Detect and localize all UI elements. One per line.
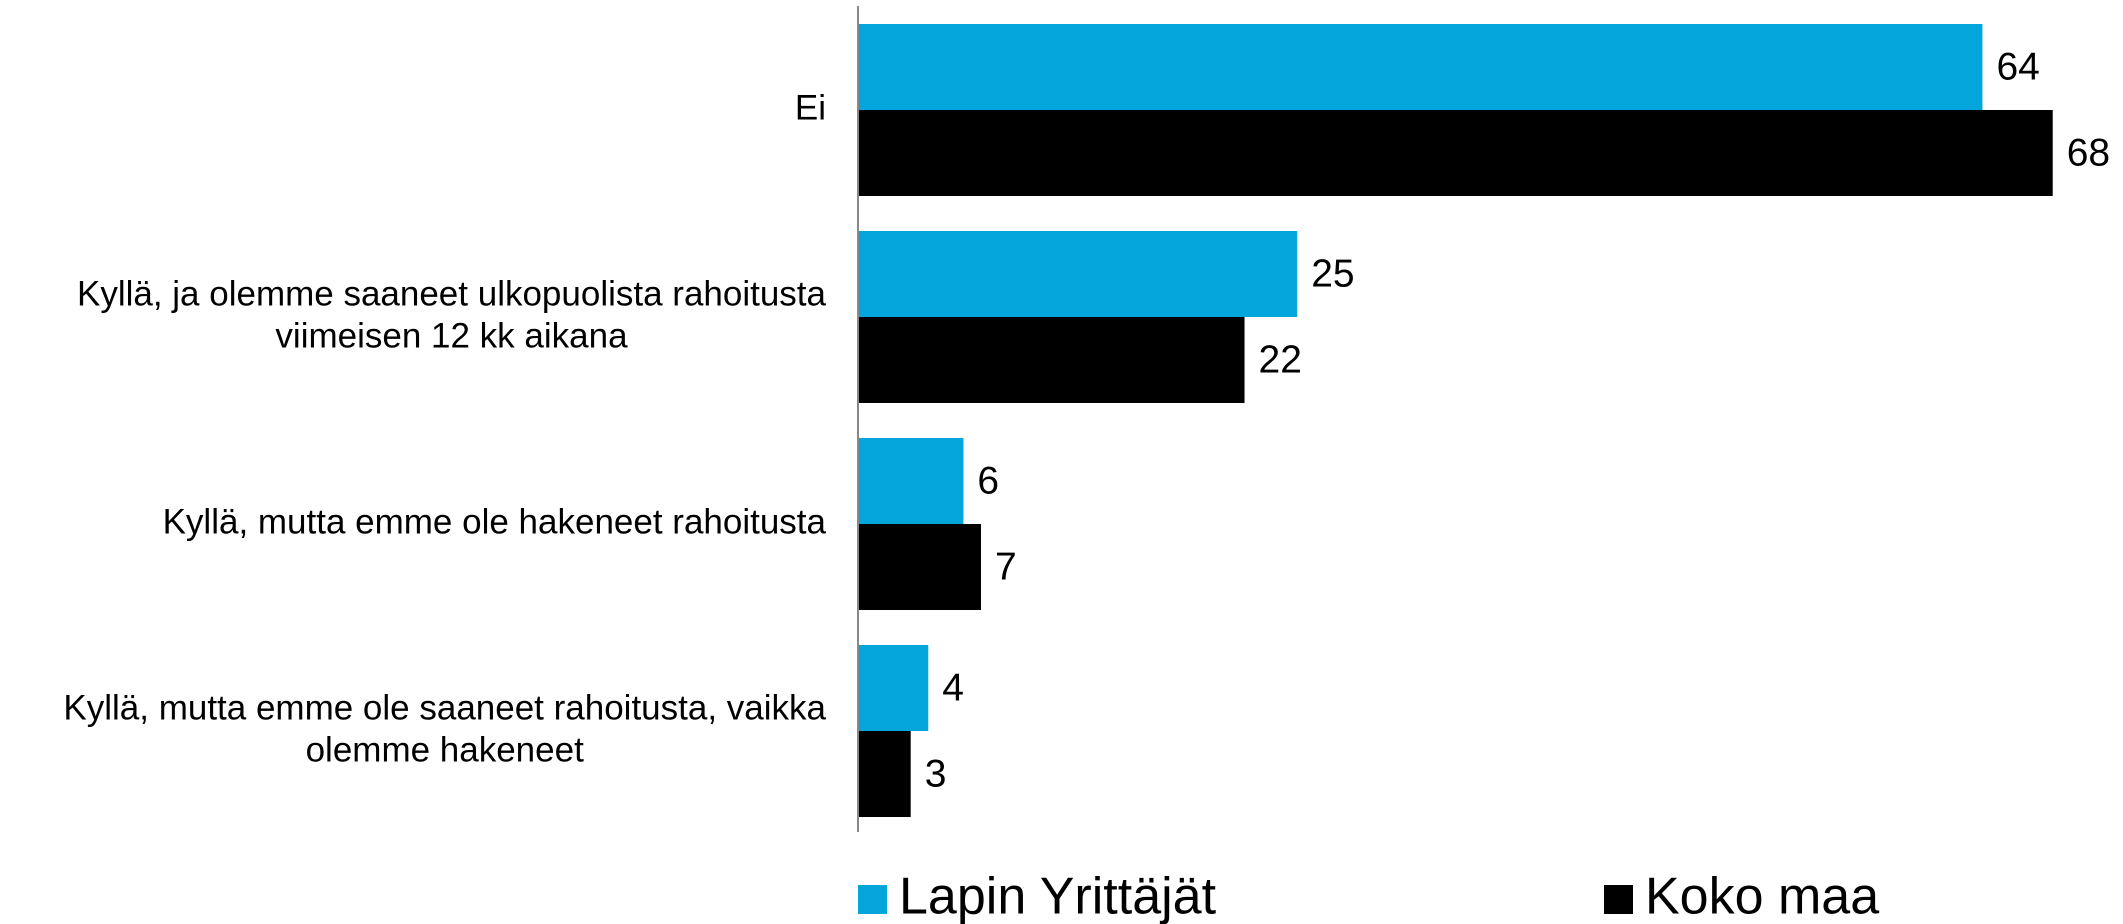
bar <box>858 24 1983 110</box>
category-label: Ei <box>795 88 826 127</box>
legend-label: Lapin Yrittäjät <box>899 868 1217 924</box>
value-label: 22 <box>1259 338 1302 381</box>
value-label: 4 <box>942 666 964 709</box>
bar <box>858 231 1298 317</box>
value-label: 6 <box>977 459 999 502</box>
bar <box>858 317 1245 403</box>
category-label: viimeisen 12 kk aikana <box>275 316 628 355</box>
category-label: olemme hakeneet <box>306 730 584 769</box>
value-label: 25 <box>1311 252 1354 295</box>
category-label: Kyllä, mutta emme ole saaneet rahoitusta… <box>63 688 826 727</box>
category-label: Kyllä, ja olemme saaneet ulkopuolista ra… <box>77 274 827 313</box>
legend-label: Koko maa <box>1645 868 1879 924</box>
category-label: Kyllä, mutta emme ole hakeneet rahoitust… <box>163 502 827 541</box>
bar <box>858 524 981 610</box>
legend-swatch <box>858 885 887 914</box>
bar <box>858 438 964 524</box>
value-label: 7 <box>995 545 1017 588</box>
legend-swatch <box>1604 885 1633 914</box>
value-label: 64 <box>1996 45 2039 88</box>
value-label: 3 <box>925 752 947 795</box>
bar <box>858 645 929 731</box>
bar <box>858 110 2053 196</box>
bar <box>858 731 911 817</box>
value-label: 68 <box>2067 131 2110 174</box>
